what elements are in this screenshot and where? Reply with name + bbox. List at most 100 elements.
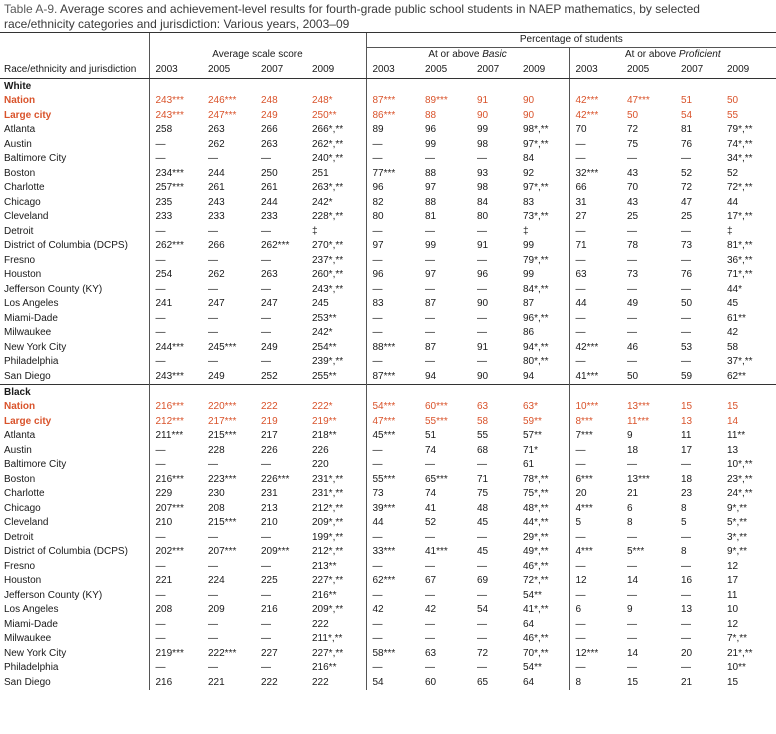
value-cell: 80*,** [523, 356, 549, 367]
value-cell: — [148, 137, 202, 152]
value-cell: 245 [312, 298, 329, 309]
value-cell: — [365, 152, 419, 167]
value-cell: 97*,** [523, 138, 549, 150]
table-row: Chicago 235 243 244 242* 82 88 84 83 31 43 47 44 [0, 195, 776, 210]
value-cell: 49*,** [523, 546, 549, 557]
value-cell: 216** [312, 589, 337, 601]
table-row: Boston 216*** 223*** 226*** 231*,** 55*** 65**… [0, 472, 776, 487]
value-cell: — [365, 443, 419, 458]
value-cell: 15 [727, 676, 739, 688]
value-cell: — [148, 632, 202, 647]
value-cell: 8 [681, 502, 687, 514]
value-cell: 45 [727, 298, 739, 309]
value-cell: 209*** [261, 546, 290, 557]
value-cell: 13*** [627, 473, 650, 485]
table-row: Jefferson County (KY) — — — 216** — — — 54** — — — 1… [0, 588, 776, 603]
jurisdiction-name: Fresno [4, 254, 36, 266]
year-header: 2007 [675, 62, 721, 79]
jurisdiction-name: Baltimore City [4, 459, 67, 470]
value-cell: 54** [523, 662, 542, 673]
value-cell: 46*,** [523, 633, 549, 644]
value-cell: 81 [681, 124, 693, 135]
value-cell: 257*** [148, 181, 202, 196]
value-cell: 78 [627, 240, 639, 251]
value-cell: 41*,** [523, 604, 549, 615]
value-cell: 20 [568, 487, 621, 502]
value-cell: — [425, 312, 435, 324]
value-cell: 211*** [148, 429, 202, 444]
year-header: 2005 [419, 62, 471, 79]
value-cell: 9*,** [727, 546, 748, 557]
value-cell: — [208, 633, 218, 644]
value-cell: 90 [477, 298, 489, 309]
table-row: Houston 221 224 225 227*,** 62*** 67 69 72*,** 12… [0, 574, 776, 589]
value-cell: 219 [261, 415, 278, 427]
jurisdiction-name: Los Angeles [4, 298, 59, 309]
value-cell: — [208, 153, 218, 164]
jurisdiction-name: Austin [4, 444, 32, 456]
value-cell: 43 [627, 167, 639, 179]
value-cell: 36*,** [727, 254, 753, 266]
table-row: Nation 216*** 220*** 222 222* 54*** 60*** 63 63*… [0, 400, 776, 415]
value-cell: 42*** [568, 94, 621, 109]
value-cell: 243*** [148, 94, 202, 109]
table-row: Milwaukee — — — 242* — — — 86 — — — 42 [0, 326, 776, 341]
value-cell: 63 [477, 401, 489, 412]
value-cell: 248 [261, 95, 278, 106]
value-cell: 12 [727, 560, 739, 572]
value-cell: 50 [727, 95, 739, 106]
value-cell: 60*** [425, 401, 448, 412]
basic-header: At or above Basic [365, 47, 569, 62]
value-cell: — [477, 356, 487, 367]
value-cell: 99 [523, 269, 535, 280]
value-cell: 61 [523, 459, 535, 470]
value-cell: — [681, 225, 691, 237]
value-cell: 72 [681, 182, 693, 193]
value-cell: 23 [681, 488, 693, 499]
table-row: Cleveland 210 215*** 210 209*,** 44 52 45 44*,**… [0, 516, 776, 531]
value-cell: — [627, 531, 637, 543]
value-cell: — [681, 662, 691, 673]
value-cell: — [627, 459, 637, 470]
value-cell: 260*,** [312, 269, 344, 280]
value-cell: 235 [148, 195, 202, 210]
value-cell: — [568, 617, 621, 632]
value-cell: 41*** [568, 369, 621, 385]
value-cell: 233 [148, 210, 202, 225]
value-cell: — [425, 589, 435, 601]
value-cell: 78*,** [523, 473, 549, 485]
value-cell: 227*,** [312, 575, 344, 586]
value-cell: 82 [365, 195, 419, 210]
value-cell: — [477, 327, 487, 338]
value-cell: 7*,** [727, 633, 748, 644]
value-cell: 247 [208, 298, 225, 309]
value-cell: — [261, 312, 271, 324]
value-cell: 262*** [148, 239, 202, 254]
value-cell: 62** [727, 370, 746, 382]
value-cell: 39*** [365, 501, 419, 516]
value-cell: 99 [425, 240, 437, 251]
value-cell: — [681, 459, 691, 470]
value-cell: 263 [208, 124, 225, 135]
value-cell: 34*,** [727, 153, 753, 164]
table-row: New York City 219*** 222*** 227 227*,** 58***… [0, 646, 776, 661]
value-cell: — [261, 662, 271, 673]
jurisdiction-name: New York City [4, 647, 67, 659]
value-cell: 233 [208, 211, 225, 222]
value-cell: 89*** [425, 95, 448, 106]
value-cell: 59 [681, 370, 693, 382]
value-cell: 210 [148, 516, 202, 531]
value-cell: — [568, 588, 621, 603]
table-row: Houston 254 262 263 260*,** 96 97 96 99 63 73 76 71*… [0, 268, 776, 283]
value-cell: 87 [523, 298, 535, 309]
value-cell: 74 [425, 444, 437, 456]
value-cell: 15 [681, 401, 693, 412]
value-cell: 243 [208, 196, 225, 208]
value-cell: 262 [208, 138, 225, 150]
value-cell: 50 [681, 298, 693, 309]
value-cell: 87 [425, 341, 437, 353]
year-header: 2005 [621, 62, 675, 79]
value-cell: — [365, 355, 419, 370]
value-cell: 70 [627, 182, 639, 193]
value-cell: 4*** [568, 545, 621, 560]
